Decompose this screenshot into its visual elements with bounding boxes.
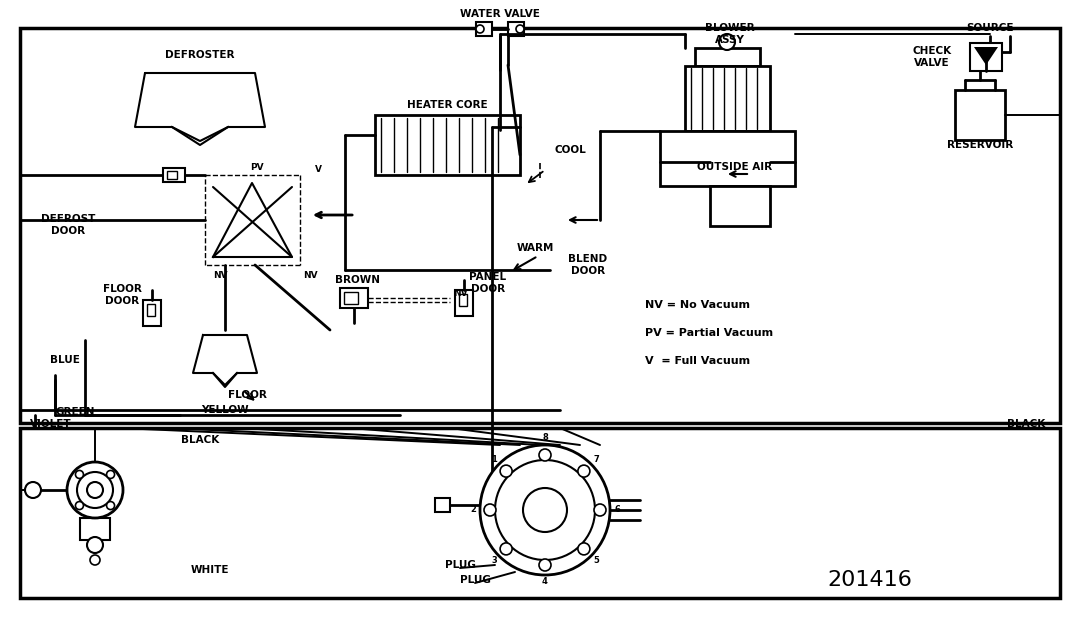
Bar	[435, 498, 450, 512]
Circle shape	[501, 543, 512, 555]
Circle shape	[86, 537, 103, 553]
Text: BLACK: BLACK	[1006, 419, 1045, 429]
Text: V  = Full Vacuum: V = Full Vacuum	[645, 356, 750, 366]
Text: BLUE: BLUE	[50, 355, 80, 365]
Text: BROWN: BROWN	[335, 275, 381, 285]
Polygon shape	[974, 47, 998, 65]
Text: YELLOW: YELLOW	[201, 405, 249, 415]
Bar	[80, 518, 110, 540]
Text: 2: 2	[470, 506, 476, 514]
Text: 8: 8	[543, 434, 548, 442]
Text: NV: NV	[213, 271, 227, 279]
Text: FLOOR: FLOOR	[228, 390, 266, 400]
Text: FLOOR
DOOR: FLOOR DOOR	[103, 284, 142, 306]
Text: CHECK
VALVE: CHECK VALVE	[912, 46, 951, 68]
Bar	[459, 294, 467, 306]
Circle shape	[578, 543, 590, 555]
Text: DEFROST
DOOR: DEFROST DOOR	[41, 214, 95, 236]
Text: BLOWER
ASSY: BLOWER ASSY	[705, 23, 755, 45]
Text: 3: 3	[491, 557, 497, 565]
Text: PANEL
DOOR: PANEL DOOR	[469, 272, 507, 294]
Text: WATER VALVE: WATER VALVE	[461, 9, 539, 19]
Circle shape	[476, 25, 484, 33]
Bar	[166, 171, 177, 179]
Text: BLEND
DOOR: BLEND DOOR	[569, 254, 608, 276]
Circle shape	[578, 465, 590, 477]
Text: BLACK: BLACK	[181, 435, 219, 445]
Text: 201416: 201416	[828, 570, 912, 590]
Bar	[710, 186, 770, 226]
Bar	[147, 304, 155, 316]
Circle shape	[539, 559, 551, 571]
Circle shape	[77, 472, 114, 508]
Circle shape	[495, 460, 595, 560]
Bar	[476, 22, 492, 36]
Circle shape	[107, 501, 115, 509]
Bar	[21, 428, 1060, 598]
Bar	[695, 48, 760, 66]
Text: WHITE: WHITE	[190, 565, 229, 575]
Text: OUTSIDE AIR: OUTSIDE AIR	[697, 162, 773, 172]
Circle shape	[90, 555, 101, 565]
Bar	[455, 290, 473, 316]
Text: 7: 7	[593, 455, 599, 463]
Text: 5: 5	[593, 557, 599, 565]
Circle shape	[516, 25, 524, 33]
Circle shape	[719, 34, 735, 50]
Text: NV: NV	[303, 271, 318, 279]
Circle shape	[76, 470, 83, 478]
Circle shape	[523, 488, 568, 532]
Bar	[143, 300, 161, 326]
Text: 1: 1	[491, 455, 497, 463]
Text: V: V	[315, 164, 321, 174]
Text: COOL: COOL	[555, 145, 586, 155]
Text: PLUG: PLUG	[445, 560, 476, 570]
Bar	[341, 288, 368, 308]
Text: HEATER CORE: HEATER CORE	[406, 100, 488, 110]
Text: DEFROSTER: DEFROSTER	[165, 50, 235, 60]
Text: RESERVOIR: RESERVOIR	[947, 140, 1013, 150]
Bar	[21, 28, 1060, 423]
Bar	[163, 168, 185, 182]
Circle shape	[25, 482, 41, 498]
Text: PLUG: PLUG	[461, 575, 491, 585]
Text: VIOLET: VIOLET	[30, 419, 71, 429]
Circle shape	[107, 470, 115, 478]
Circle shape	[86, 482, 103, 498]
Circle shape	[76, 501, 83, 509]
Text: NV: NV	[453, 289, 467, 297]
Bar	[970, 43, 1002, 71]
Circle shape	[593, 504, 606, 516]
Circle shape	[539, 449, 551, 461]
Bar	[660, 131, 795, 186]
Circle shape	[501, 465, 512, 477]
Text: PV = Partial Vacuum: PV = Partial Vacuum	[645, 328, 773, 338]
Text: GREEN: GREEN	[55, 407, 94, 417]
Text: 6: 6	[614, 506, 619, 514]
Bar	[375, 115, 520, 175]
Text: NV = No Vacuum: NV = No Vacuum	[645, 300, 750, 310]
Text: PV: PV	[250, 162, 264, 172]
Bar	[508, 22, 524, 36]
Bar	[955, 90, 1005, 140]
Bar	[344, 292, 358, 304]
Circle shape	[67, 462, 123, 518]
Text: WARM: WARM	[517, 243, 553, 253]
Text: SOURCE: SOURCE	[966, 23, 1014, 33]
Circle shape	[480, 445, 610, 575]
Bar	[685, 66, 770, 131]
Text: 4: 4	[542, 577, 548, 587]
Circle shape	[484, 504, 496, 516]
